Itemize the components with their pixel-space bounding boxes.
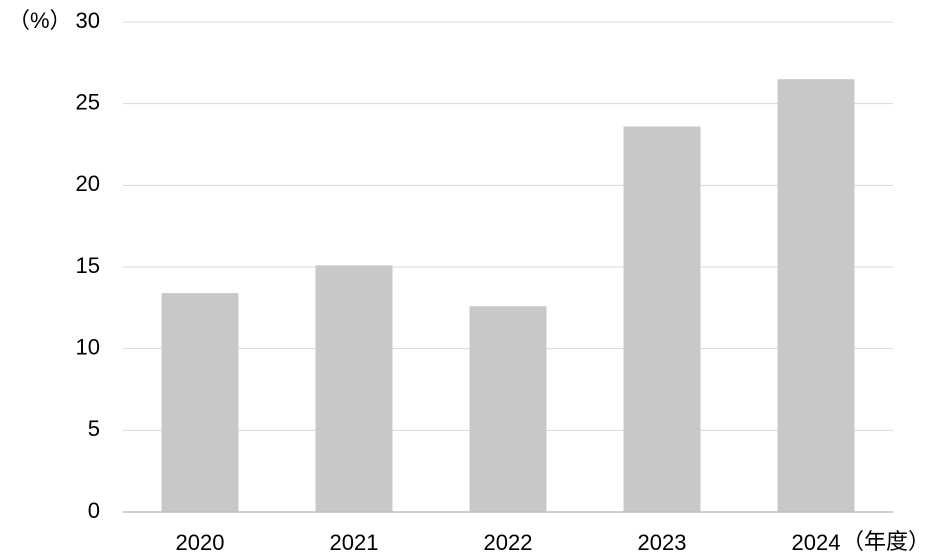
- y-tick-label: 25: [76, 89, 100, 114]
- x-tick-label: 2021: [330, 530, 379, 555]
- y-tick-label: 20: [76, 171, 100, 196]
- y-tick-label: 0: [88, 498, 100, 523]
- bar: [469, 306, 547, 512]
- y-tick-label: 30: [76, 8, 100, 33]
- bar: [315, 265, 393, 512]
- x-tick-label: 2024: [792, 530, 841, 555]
- y-tick-label: 10: [76, 334, 100, 359]
- x-tick-label: 2020: [176, 530, 225, 555]
- x-tick-label: 2022: [484, 530, 533, 555]
- bar: [161, 293, 239, 512]
- x-axis-label: （年度）: [842, 529, 925, 554]
- y-tick-label: 15: [76, 253, 100, 278]
- bar: [777, 79, 855, 513]
- y-tick-label: 5: [88, 416, 100, 441]
- y-axis-label: （%）: [8, 8, 72, 33]
- bar: [623, 126, 701, 513]
- x-tick-label: 2023: [638, 530, 687, 555]
